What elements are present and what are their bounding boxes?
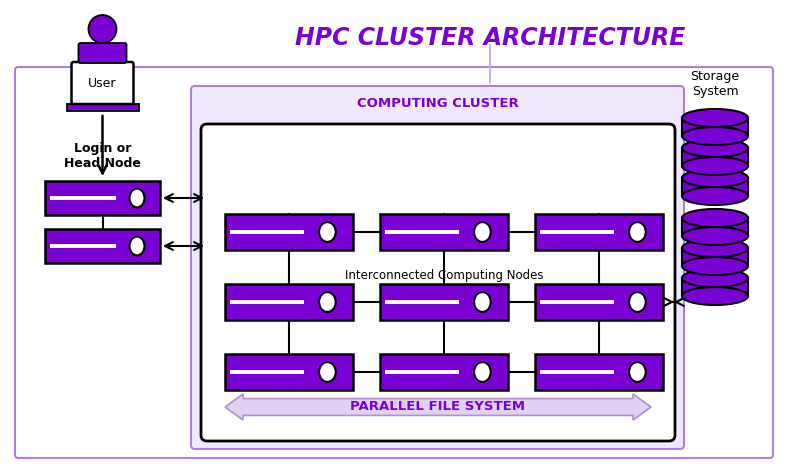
Ellipse shape: [130, 236, 144, 255]
Ellipse shape: [682, 287, 748, 305]
Ellipse shape: [319, 222, 336, 242]
FancyBboxPatch shape: [71, 62, 133, 104]
FancyBboxPatch shape: [225, 284, 353, 320]
Bar: [67, 104, 138, 111]
FancyBboxPatch shape: [191, 86, 684, 449]
Text: COMPUTING CLUSTER: COMPUTING CLUSTER: [356, 96, 518, 110]
Ellipse shape: [474, 222, 491, 242]
Text: Login or
Head Node: Login or Head Node: [64, 142, 141, 170]
Ellipse shape: [682, 269, 748, 287]
Ellipse shape: [682, 257, 748, 275]
Text: User: User: [88, 77, 117, 89]
Bar: [682, 218, 748, 236]
Circle shape: [89, 15, 116, 43]
FancyBboxPatch shape: [45, 181, 160, 215]
Ellipse shape: [682, 157, 748, 175]
Ellipse shape: [130, 189, 144, 207]
Ellipse shape: [319, 362, 336, 382]
FancyBboxPatch shape: [201, 124, 675, 441]
Bar: [682, 278, 748, 296]
Ellipse shape: [682, 139, 748, 157]
Ellipse shape: [682, 187, 748, 205]
Bar: [682, 118, 748, 136]
Bar: [682, 148, 748, 166]
Ellipse shape: [629, 222, 646, 242]
FancyBboxPatch shape: [380, 354, 508, 390]
Text: HPC CLUSTER ARCHITECTURE: HPC CLUSTER ARCHITECTURE: [295, 26, 685, 50]
Ellipse shape: [474, 292, 491, 312]
FancyBboxPatch shape: [380, 214, 508, 250]
FancyBboxPatch shape: [225, 354, 353, 390]
FancyBboxPatch shape: [535, 284, 663, 320]
FancyBboxPatch shape: [380, 284, 508, 320]
Ellipse shape: [682, 209, 748, 227]
Ellipse shape: [629, 362, 646, 382]
Ellipse shape: [682, 109, 748, 127]
FancyBboxPatch shape: [535, 214, 663, 250]
Ellipse shape: [682, 169, 748, 187]
Bar: [682, 248, 748, 266]
FancyBboxPatch shape: [15, 67, 773, 458]
FancyBboxPatch shape: [45, 229, 160, 263]
Polygon shape: [225, 394, 651, 420]
Ellipse shape: [682, 239, 748, 257]
Ellipse shape: [629, 292, 646, 312]
Bar: [682, 178, 748, 196]
FancyBboxPatch shape: [535, 354, 663, 390]
Ellipse shape: [682, 127, 748, 145]
Text: Interconnected Computing Nodes: Interconnected Computing Nodes: [345, 269, 543, 282]
Ellipse shape: [682, 227, 748, 245]
FancyBboxPatch shape: [225, 214, 353, 250]
Ellipse shape: [474, 362, 491, 382]
Text: PARALLEL FILE SYSTEM: PARALLEL FILE SYSTEM: [350, 401, 525, 413]
Ellipse shape: [319, 292, 336, 312]
Text: Storage
System: Storage System: [691, 70, 739, 98]
FancyBboxPatch shape: [78, 43, 126, 63]
